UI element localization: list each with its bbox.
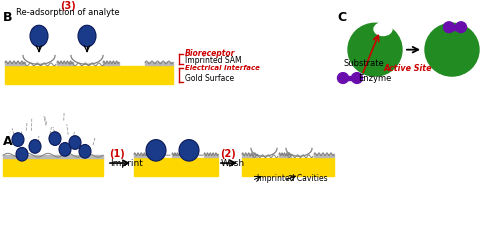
Text: Enzyme: Enzyme <box>358 74 392 83</box>
Circle shape <box>444 22 455 33</box>
Ellipse shape <box>49 132 61 145</box>
Ellipse shape <box>29 140 41 153</box>
Bar <box>5 66 173 84</box>
Bar <box>5 62 25 65</box>
Bar <box>103 62 119 65</box>
Ellipse shape <box>59 143 71 156</box>
Circle shape <box>351 73 362 83</box>
Ellipse shape <box>69 136 81 149</box>
Bar <box>449 25 461 30</box>
Text: A: A <box>3 135 12 148</box>
Bar <box>134 158 218 176</box>
Bar <box>3 158 103 176</box>
Text: Electrical Interface: Electrical Interface <box>185 65 260 71</box>
Text: Wash: Wash <box>221 159 245 168</box>
Bar <box>204 154 218 157</box>
Bar <box>242 158 334 176</box>
Ellipse shape <box>79 144 91 158</box>
Bar <box>242 154 257 157</box>
Text: C: C <box>337 11 346 24</box>
Text: Imprinted SAM: Imprinted SAM <box>185 56 241 65</box>
Bar <box>3 155 103 158</box>
Ellipse shape <box>16 147 28 161</box>
Text: Gold Surface: Gold Surface <box>185 74 234 82</box>
Bar <box>279 154 291 157</box>
Text: B: B <box>3 11 12 24</box>
Text: Active Site: Active Site <box>384 64 432 73</box>
Ellipse shape <box>179 140 199 161</box>
Text: (2): (2) <box>220 149 236 159</box>
Bar <box>145 62 173 65</box>
Text: Re-adsorption of analyte: Re-adsorption of analyte <box>16 9 120 17</box>
Circle shape <box>337 73 348 83</box>
Text: (1): (1) <box>109 149 125 159</box>
Bar <box>172 154 184 157</box>
Text: Bioreceptor: Bioreceptor <box>185 49 235 58</box>
Text: (3): (3) <box>60 1 76 11</box>
Ellipse shape <box>146 140 166 161</box>
Circle shape <box>348 23 402 76</box>
Bar <box>134 154 150 157</box>
Text: Imprint: Imprint <box>110 159 143 168</box>
Ellipse shape <box>12 133 24 146</box>
Ellipse shape <box>30 25 48 47</box>
Circle shape <box>456 22 467 33</box>
Ellipse shape <box>374 23 392 36</box>
Bar <box>343 76 357 80</box>
Text: Imprinted Cavities: Imprinted Cavities <box>257 174 327 183</box>
Circle shape <box>425 23 479 76</box>
Ellipse shape <box>78 25 96 47</box>
Bar <box>57 62 73 65</box>
Bar <box>314 154 334 157</box>
Text: Substrate: Substrate <box>344 59 384 68</box>
